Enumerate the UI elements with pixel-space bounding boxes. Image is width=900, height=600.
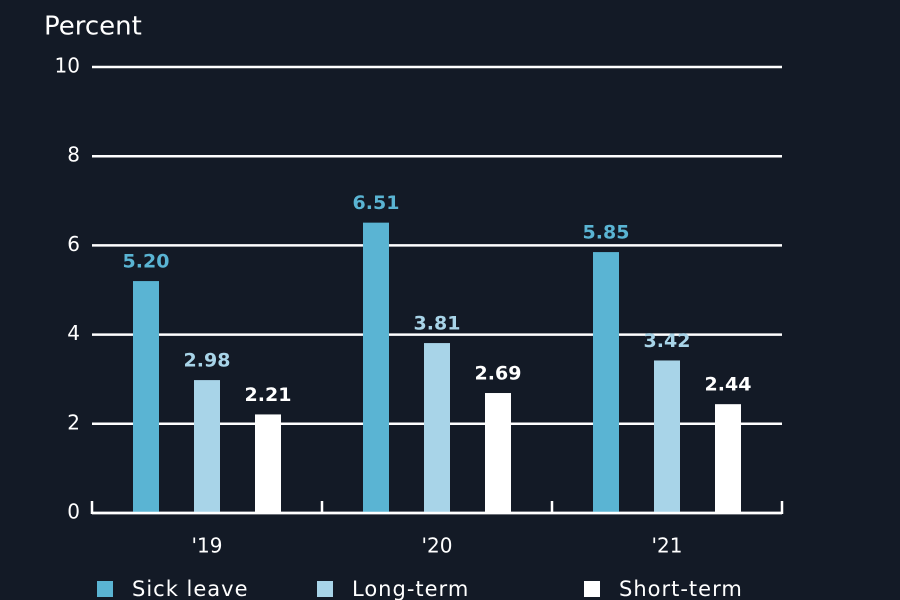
bar (255, 414, 281, 513)
x-tick-label: '19 (192, 534, 223, 558)
y-tick-label: 4 (67, 321, 80, 345)
legend-label: Long-term (352, 577, 469, 600)
bar (593, 252, 619, 513)
bar (133, 281, 159, 513)
legend-label: Sick leave (132, 577, 249, 600)
x-tick-label: '20 (422, 534, 453, 558)
value-label: 2.69 (475, 363, 522, 385)
y-tick-label: 6 (67, 232, 80, 256)
bar (363, 222, 389, 514)
value-label: 6.51 (353, 192, 400, 214)
legend-label: Short-term (619, 577, 743, 600)
bar (715, 404, 741, 513)
bar (424, 343, 450, 513)
legend-swatch (584, 581, 600, 597)
value-label: 3.42 (644, 330, 691, 352)
y-axis-label: Percent (44, 12, 142, 42)
value-label: 5.20 (123, 251, 170, 273)
bar (485, 393, 511, 513)
legend-swatch (317, 581, 333, 597)
value-label: 5.85 (583, 222, 630, 244)
value-label: 2.44 (705, 374, 752, 396)
bar (654, 360, 680, 513)
y-tick-label: 10 (55, 54, 80, 78)
value-label: 3.81 (414, 313, 461, 335)
bar (194, 380, 220, 513)
x-tick-label: '21 (652, 534, 683, 558)
legend-swatch (97, 581, 113, 597)
y-tick-label: 0 (67, 500, 80, 524)
value-label: 2.21 (245, 384, 292, 406)
y-tick-label: 8 (67, 143, 80, 167)
y-tick-label: 2 (67, 410, 80, 434)
value-label: 2.98 (184, 350, 231, 372)
